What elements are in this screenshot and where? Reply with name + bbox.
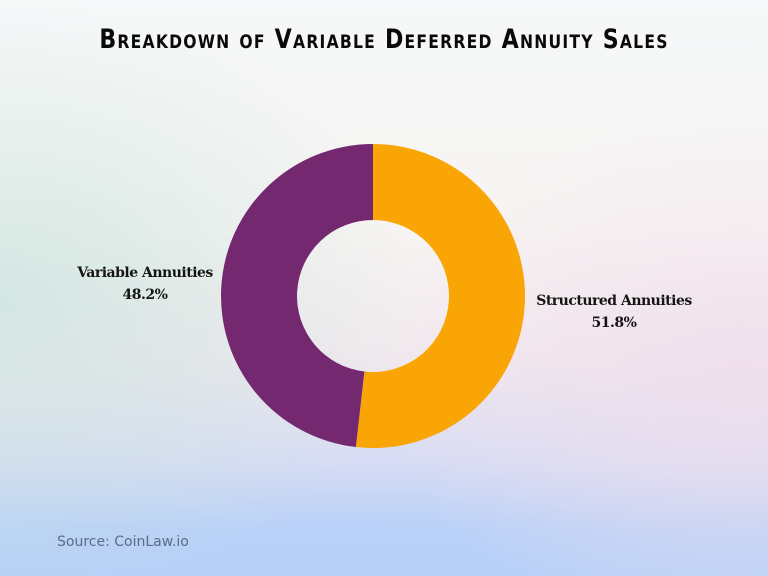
source-note: Source: CoinLaw.io <box>57 534 189 550</box>
label-structured-annuities: Structured Annuities 51.8% <box>524 290 704 334</box>
slice-variable-annuities <box>220 144 373 448</box>
label-variable-name: Variable Annuities <box>77 265 213 281</box>
label-structured-value: 51.8% <box>591 315 637 331</box>
slice-structured-annuities <box>355 144 525 448</box>
chart-title: Breakdown of Variable Deferred Annuity S… <box>99 24 669 55</box>
label-structured-name: Structured Annuities <box>536 293 692 309</box>
label-variable-value: 48.2% <box>122 287 168 303</box>
label-variable-annuities: Variable Annuities 48.2% <box>60 262 230 306</box>
